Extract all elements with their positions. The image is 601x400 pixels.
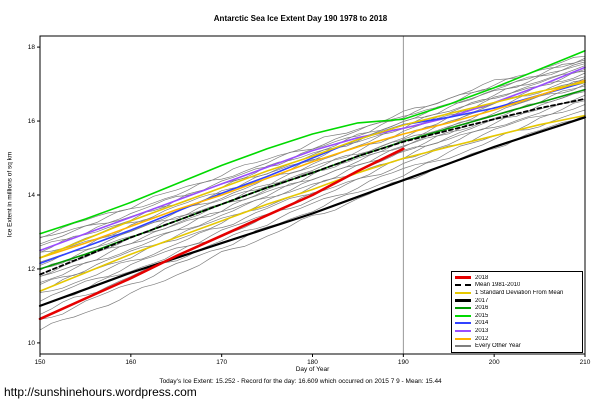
- other-year-line: [39, 76, 586, 269]
- y-tick-label: 10: [28, 340, 36, 347]
- legend-item-2017: 2017: [455, 297, 579, 305]
- legend-label: 2015: [475, 312, 489, 319]
- y-tick-label: 12: [28, 266, 36, 273]
- legend-item-2016: 2016: [455, 304, 579, 312]
- chart-legend: 2018 Mean 1981-2010 1 Standard Deviation F…: [451, 271, 583, 353]
- other-year-line: [39, 59, 586, 245]
- legend-swatch: [455, 314, 471, 317]
- legend-label: Every Other Year: [475, 343, 521, 350]
- y-tick-label: 18: [28, 44, 36, 51]
- legend-item-2012: 2012: [455, 335, 579, 343]
- y-tick-label: 16: [28, 118, 36, 125]
- x-tick-label: 170: [216, 359, 227, 366]
- x-tick-label: 210: [580, 359, 591, 366]
- other-year-line: [39, 80, 586, 277]
- other-year-line: [39, 55, 586, 239]
- chart-caption: Today's Ice Extent: 15.252 - Record for …: [159, 378, 442, 385]
- legend-swatch: [455, 291, 471, 294]
- legend-swatch: [455, 322, 471, 325]
- other-year-line: [39, 98, 586, 302]
- other-year-line: [39, 89, 586, 285]
- legend-item-2015: 2015: [455, 312, 579, 320]
- legend-swatch: [455, 345, 471, 348]
- legend-item-2014: 2014: [455, 320, 579, 328]
- x-tick-label: 150: [35, 359, 46, 366]
- x-tick-label: 190: [398, 359, 409, 366]
- legend-swatch: [455, 284, 471, 287]
- site-url-link[interactable]: http://sunshinehours.wordpress.com: [4, 385, 197, 399]
- legend-label: 2013: [475, 327, 489, 334]
- legend-label: 2014: [475, 320, 489, 327]
- legend-item-every-other-year: Every Other Year: [455, 342, 579, 350]
- y-tick-label: 14: [28, 192, 36, 199]
- x-tick-label: 160: [125, 359, 136, 366]
- legend-swatch: [455, 337, 471, 340]
- legend-item-2013: 2013: [455, 327, 579, 335]
- legend-label: Mean 1981-2010: [475, 282, 521, 289]
- other-year-line: [39, 115, 586, 331]
- legend-swatch: [455, 329, 471, 332]
- other-year-line: [39, 91, 586, 292]
- series-line--1-standard-deviation: [39, 114, 586, 292]
- chart-title: Antarctic Sea Ice Extent Day 190 1978 to…: [213, 14, 388, 23]
- legend-item-1-standard-deviation-from-mean: 1 Standard Deviation From Mean: [455, 289, 579, 297]
- other-year-line: [39, 57, 586, 238]
- x-tick-label: 200: [489, 359, 500, 366]
- legend-label: 2018: [475, 274, 489, 281]
- legend-swatch: [455, 307, 471, 310]
- series-line-2017: [38, 116, 587, 307]
- other-year-line: [39, 72, 586, 266]
- other-year-line: [39, 68, 586, 259]
- legend-item-2018: 2018: [455, 274, 579, 282]
- other-year-line: [39, 100, 586, 307]
- legend-label: 1 Standard Deviation From Mean: [475, 289, 564, 296]
- x-tick-label: 180: [307, 359, 318, 366]
- series-line-2018: [38, 147, 405, 321]
- other-year-line: [39, 65, 586, 253]
- series-line-2014: [39, 81, 586, 265]
- series-line-mean-1981-2010: [39, 98, 586, 276]
- legend-label: 2017: [475, 297, 489, 304]
- other-year-line: [39, 70, 586, 263]
- series-line-2015: [39, 50, 586, 235]
- legend-item-mean-1981-2010: Mean 1981-2010: [455, 282, 579, 290]
- x-axis-label: Day of Year: [295, 366, 330, 373]
- legend-swatch: [455, 299, 471, 303]
- legend-label: 2016: [475, 305, 489, 312]
- series-line-2012: [39, 79, 586, 259]
- legend-label: 2012: [475, 335, 489, 342]
- legend-swatch: [455, 276, 471, 280]
- series-line--1-standard-deviation: [39, 81, 586, 259]
- other-year-line: [39, 109, 586, 320]
- y-axis-label: Ice Extent in millions of sq km: [6, 151, 14, 238]
